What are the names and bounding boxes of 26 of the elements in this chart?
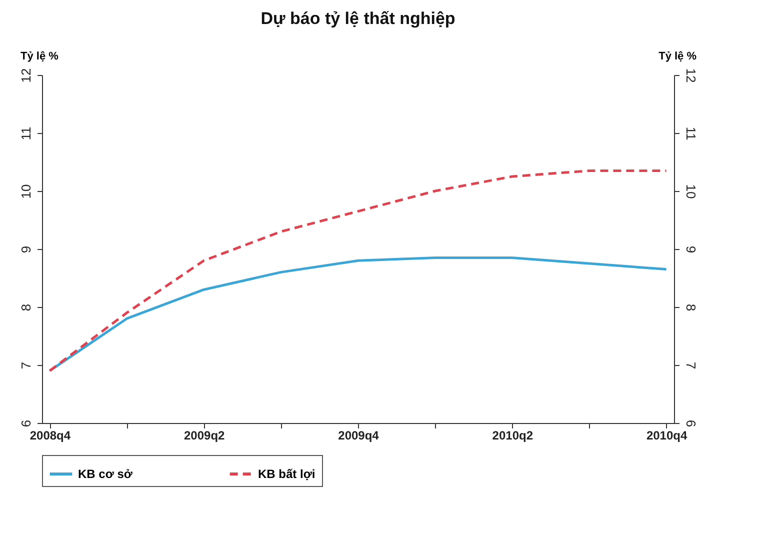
line-series [48, 256, 668, 372]
x-tick-label: 2010q2 [492, 428, 534, 442]
y-tick-label: 12 [18, 68, 34, 83]
y-tick-label: 8 [18, 304, 34, 312]
y-tick-label: 9 [18, 246, 34, 254]
x-tick-label: 2008q4 [30, 428, 71, 442]
line-series [48, 169, 668, 372]
y2-axis-title: Tỷ lệ % [658, 50, 697, 62]
y-axis-title: Tỷ lệ % [20, 50, 59, 62]
y-tick-label: 6 [18, 420, 34, 428]
legend-label: KB bất lợi [258, 467, 316, 481]
y2-tick-label: 7 [684, 362, 698, 370]
y2-tick-label: 12 [684, 68, 698, 83]
legend-label: KB cơ sở [78, 467, 133, 481]
y-tick-label: 7 [18, 362, 34, 370]
x-tick-label: 2010q4 [646, 428, 688, 442]
y-tick-label: 10 [18, 184, 34, 199]
y2-tick-label: 11 [684, 126, 698, 140]
y-tick-label: 11 [18, 126, 34, 140]
y2-tick-label: 6 [684, 420, 698, 428]
y2-tick-label: 8 [684, 304, 698, 312]
x-tick-label: 2009q4 [338, 428, 380, 442]
y2-tick-label: 9 [684, 246, 698, 254]
chart-title: Dự báo tỷ lệ thất nghiệp [260, 9, 456, 28]
x-tick-label: 2009q2 [184, 428, 226, 442]
y2-tick-label: 10 [684, 184, 698, 199]
